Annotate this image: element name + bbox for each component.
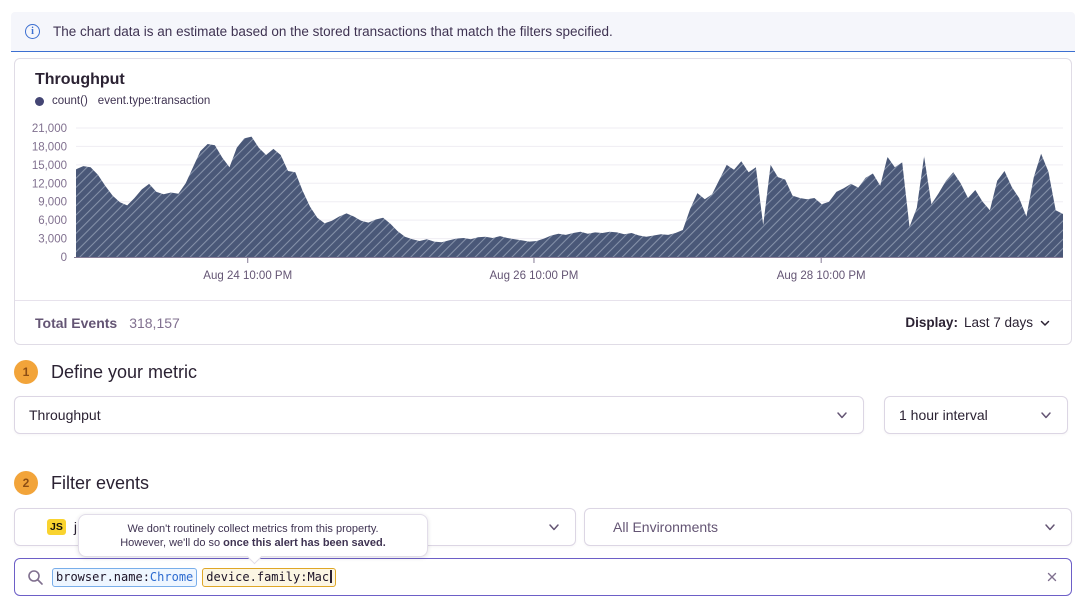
search-input[interactable]: browser.name:Chrome device.family:Mac: [14, 558, 1072, 596]
chevron-down-icon: [1041, 412, 1051, 419]
svg-text:0: 0: [61, 252, 67, 264]
display-range-dropdown[interactable]: Display: Last 7 days: [905, 315, 1051, 330]
chart-axes: 0 3,000 6,000 9,000 12,000 15,000 18,000 21,000…: [32, 123, 1063, 282]
total-events-value: 318,157: [129, 314, 180, 331]
metrics-collection-tooltip: We don't routinely collect metrics from …: [78, 514, 428, 565]
search-icon: [28, 569, 43, 585]
chevron-down-icon: [549, 524, 559, 531]
total-events: Total Events 318,157: [35, 315, 180, 331]
tooltip-line2: However, we'll do so once this alert has…: [120, 536, 386, 549]
svg-text:6,000: 6,000: [38, 215, 67, 227]
metric-select-value: Throughput: [29, 407, 101, 423]
metric-select[interactable]: Throughput: [14, 396, 864, 434]
tooltip-line1: We don't routinely collect metrics from …: [127, 522, 379, 535]
text-cursor: [330, 569, 332, 583]
info-banner: i The chart data is an estimate based on…: [11, 12, 1075, 52]
legend-query-label: event.type:transaction: [97, 95, 211, 107]
step-1-badge: 1: [14, 360, 38, 384]
search-token-device-family[interactable]: device.family:Mac: [202, 567, 336, 587]
close-icon: [1047, 572, 1057, 582]
svg-text:9,000: 9,000: [38, 197, 67, 209]
info-icon: i: [25, 24, 40, 39]
legend-series-label: count(): [52, 95, 88, 107]
svg-text:Aug 26 10:00 PM: Aug 26 10:00 PM: [490, 270, 579, 282]
search-token-list: browser.name:Chrome device.family:Mac: [52, 567, 1037, 587]
chart-area-series: [76, 136, 1063, 257]
legend-dot-icon: [35, 96, 44, 106]
display-value: Last 7 days: [963, 315, 1033, 330]
svg-text:Aug 28 10:00 PM: Aug 28 10:00 PM: [777, 270, 866, 282]
svg-text:18,000: 18,000: [32, 141, 67, 153]
chart-footer: Total Events 318,157 Display: Last 7 day…: [15, 300, 1071, 344]
chevron-down-icon: [837, 412, 847, 419]
environment-select[interactable]: All Environments: [584, 508, 1072, 546]
svg-text:Aug 24 10:00 PM: Aug 24 10:00 PM: [203, 270, 292, 282]
environment-select-value: All Environments: [613, 519, 719, 535]
section-title-filter-events: Filter events: [51, 472, 150, 493]
interval-select-value: 1 hour interval: [899, 407, 988, 423]
throughput-area-chart[interactable]: 0 3,000 6,000 9,000 12,000 15,000 18,000 21,000…: [15, 119, 1073, 345]
section-define-metric: 1 Define your metric: [14, 360, 197, 384]
svg-text:21,000: 21,000: [32, 123, 67, 135]
section-filter-events: 2 Filter events: [14, 471, 149, 495]
banner-text: The chart data is an estimate based on t…: [53, 24, 613, 39]
step-2-badge: 2: [14, 471, 38, 495]
interval-select[interactable]: 1 hour interval: [884, 396, 1068, 434]
svg-text:3,000: 3,000: [38, 234, 67, 246]
chevron-down-icon: [1040, 320, 1050, 326]
display-label: Display:: [905, 315, 958, 330]
project-select-value: j: [73, 519, 77, 535]
search-token-browser-name[interactable]: browser.name:Chrome: [52, 567, 198, 587]
clear-search-button[interactable]: [1045, 570, 1059, 584]
total-events-label: Total Events: [35, 314, 118, 331]
chart-legend: count() event.type:transaction: [35, 95, 210, 107]
chart-title: Throughput: [35, 71, 125, 88]
svg-text:15,000: 15,000: [32, 160, 67, 172]
section-title-define-metric: Define your metric: [51, 361, 198, 382]
chart-panel: Throughput count() event.type:transactio…: [14, 58, 1072, 345]
chevron-down-icon: [1045, 524, 1055, 531]
svg-text:12,000: 12,000: [32, 178, 67, 190]
javascript-platform-icon: JS: [47, 519, 66, 535]
